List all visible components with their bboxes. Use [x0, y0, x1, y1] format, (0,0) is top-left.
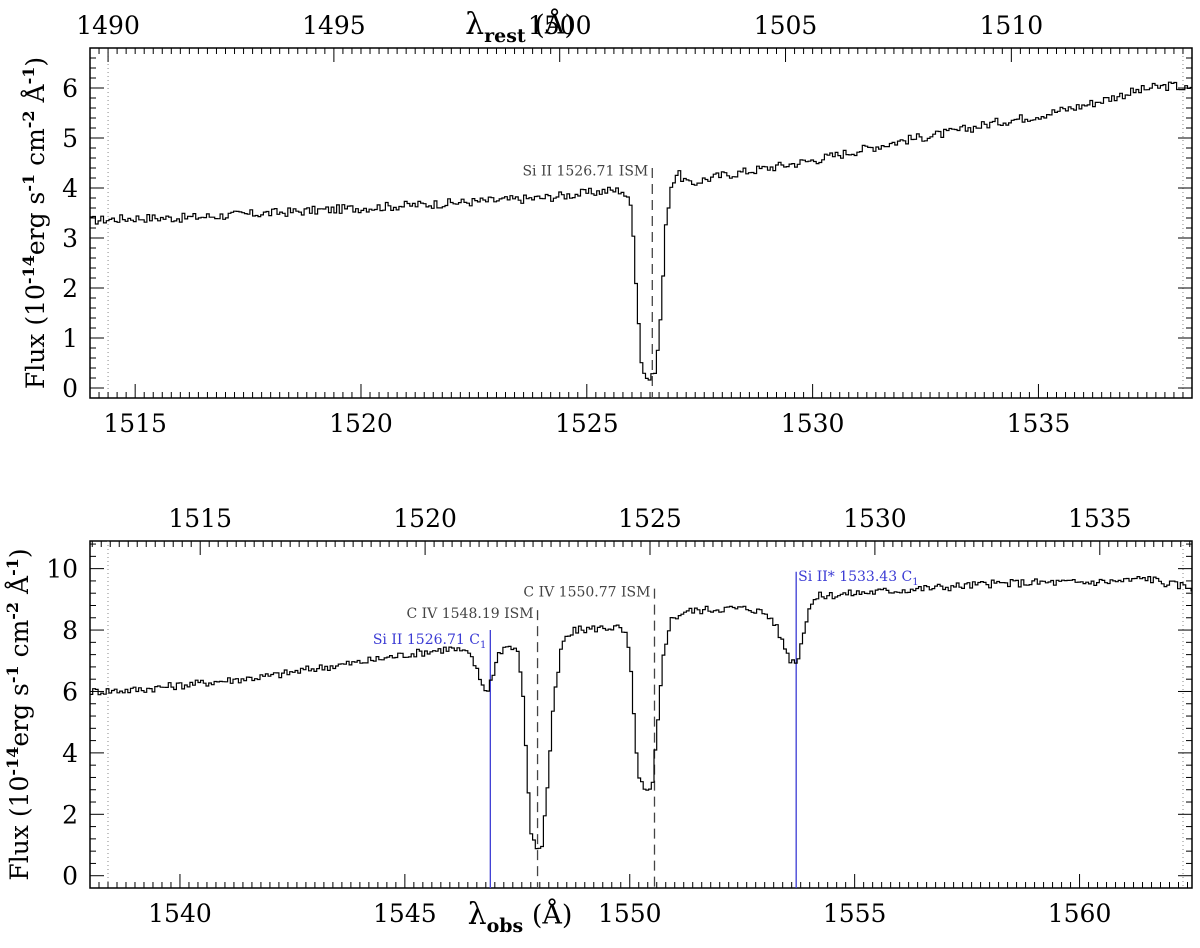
x-axis-label: λobs (Å)	[468, 897, 573, 937]
x-tick-label: 1530	[781, 409, 845, 438]
top-tick-label: 1535	[1068, 504, 1132, 533]
y-tick-label: 0	[62, 862, 78, 891]
x-tick-label: 1535	[1007, 409, 1071, 438]
y-tick-label: 8	[62, 616, 78, 645]
plot-frame	[89, 47, 1193, 399]
spectrum-line	[90, 576, 1192, 850]
y-tick-label: 2	[62, 800, 78, 829]
y-tick-label: 2	[62, 274, 78, 303]
top-tick-label: 1490	[76, 11, 140, 40]
top-tick-label: 1500	[528, 11, 592, 40]
top-tick-label: 1515	[168, 504, 232, 533]
line-annotation: Si II* 1533.43 C1	[798, 569, 918, 588]
x-tick-label: 1520	[329, 409, 393, 438]
x-tick-label: 1525	[555, 409, 619, 438]
top-tick-label: 1505	[754, 11, 818, 40]
top-tick-label: 1495	[302, 11, 366, 40]
top-tick-label: 1530	[843, 504, 907, 533]
x-tick-label: 1560	[1048, 899, 1112, 928]
top-tick-label: 1520	[393, 504, 457, 533]
top-axis-label: λrest (Å)	[465, 7, 575, 47]
x-tick-label: 1515	[103, 409, 167, 438]
line-annotation: Si II 1526.71 ISM	[522, 164, 648, 180]
y-tick-label: 0	[62, 374, 78, 403]
panel-2: 1540 1545 1550 1555 1560 1515 1520 1525 1530 1535…	[3, 504, 1193, 937]
line-annotation: C IV 1550.77 ISM	[523, 584, 650, 600]
x-tick-label: 1555	[823, 899, 887, 928]
top-tick-label: 1525	[618, 504, 682, 533]
top-tick-label: 1510	[980, 11, 1044, 40]
y-tick-label: 5	[62, 124, 78, 153]
spectrum-line	[90, 81, 1192, 381]
y-tick-label: 1	[62, 324, 78, 353]
y-axis-label: Flux (10-14erg s-1 cm-2 Å-1)	[19, 57, 50, 389]
x-tick-label: 1545	[373, 899, 437, 928]
y-tick-label: 4	[62, 739, 78, 768]
y-tick-label: 6	[62, 74, 78, 103]
y-tick-label: 4	[62, 174, 78, 203]
y-axis-label: Flux (10-14erg s-1 cm-2 Å-1)	[3, 548, 34, 880]
y-tick-label: 10	[46, 555, 78, 584]
x-tick-label: 1540	[148, 899, 212, 928]
x-tick-label: 1550	[598, 899, 662, 928]
line-annotation: Si II 1526.71 C1	[373, 632, 486, 651]
y-tick-label: 3	[62, 224, 78, 253]
y-tick-label: 6	[62, 677, 78, 706]
line-annotation: C IV 1548.19 ISM	[406, 606, 533, 622]
